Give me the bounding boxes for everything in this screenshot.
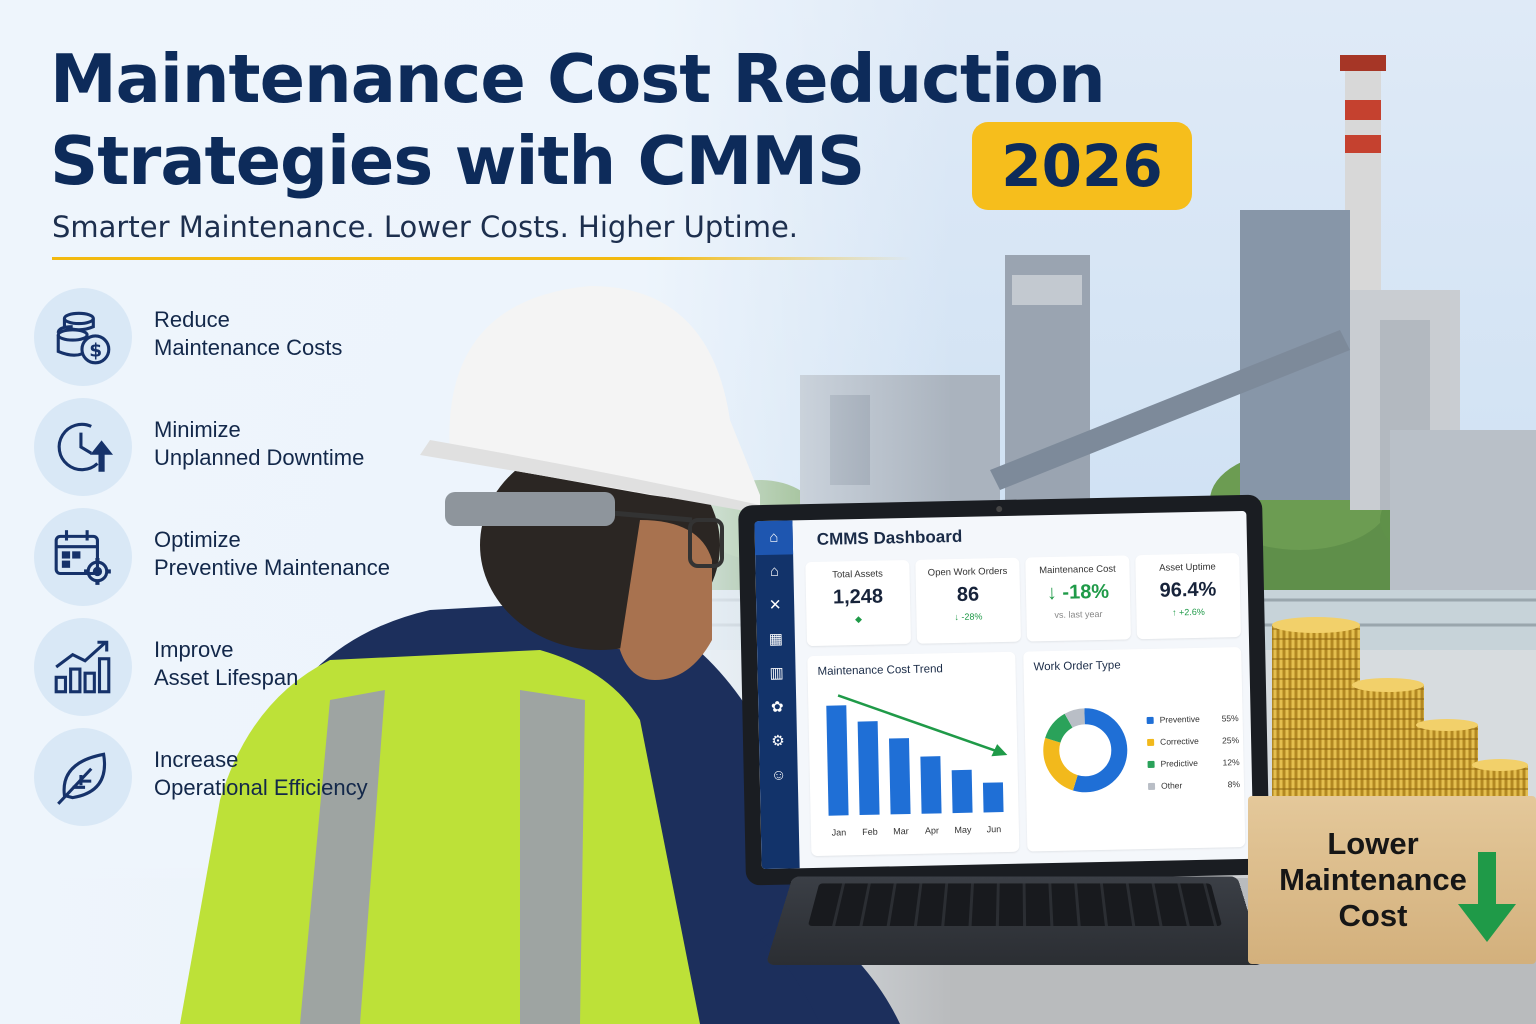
lower-cost-sign: Lower Maintenance Cost — [1248, 796, 1536, 964]
sign-line3: Cost — [1268, 898, 1478, 934]
sign-line1: Lower — [1268, 826, 1478, 862]
sign-text: Lower Maintenance Cost — [1268, 826, 1478, 934]
sign-line2: Maintenance — [1268, 862, 1478, 898]
down-arrow-icon — [1454, 850, 1520, 946]
